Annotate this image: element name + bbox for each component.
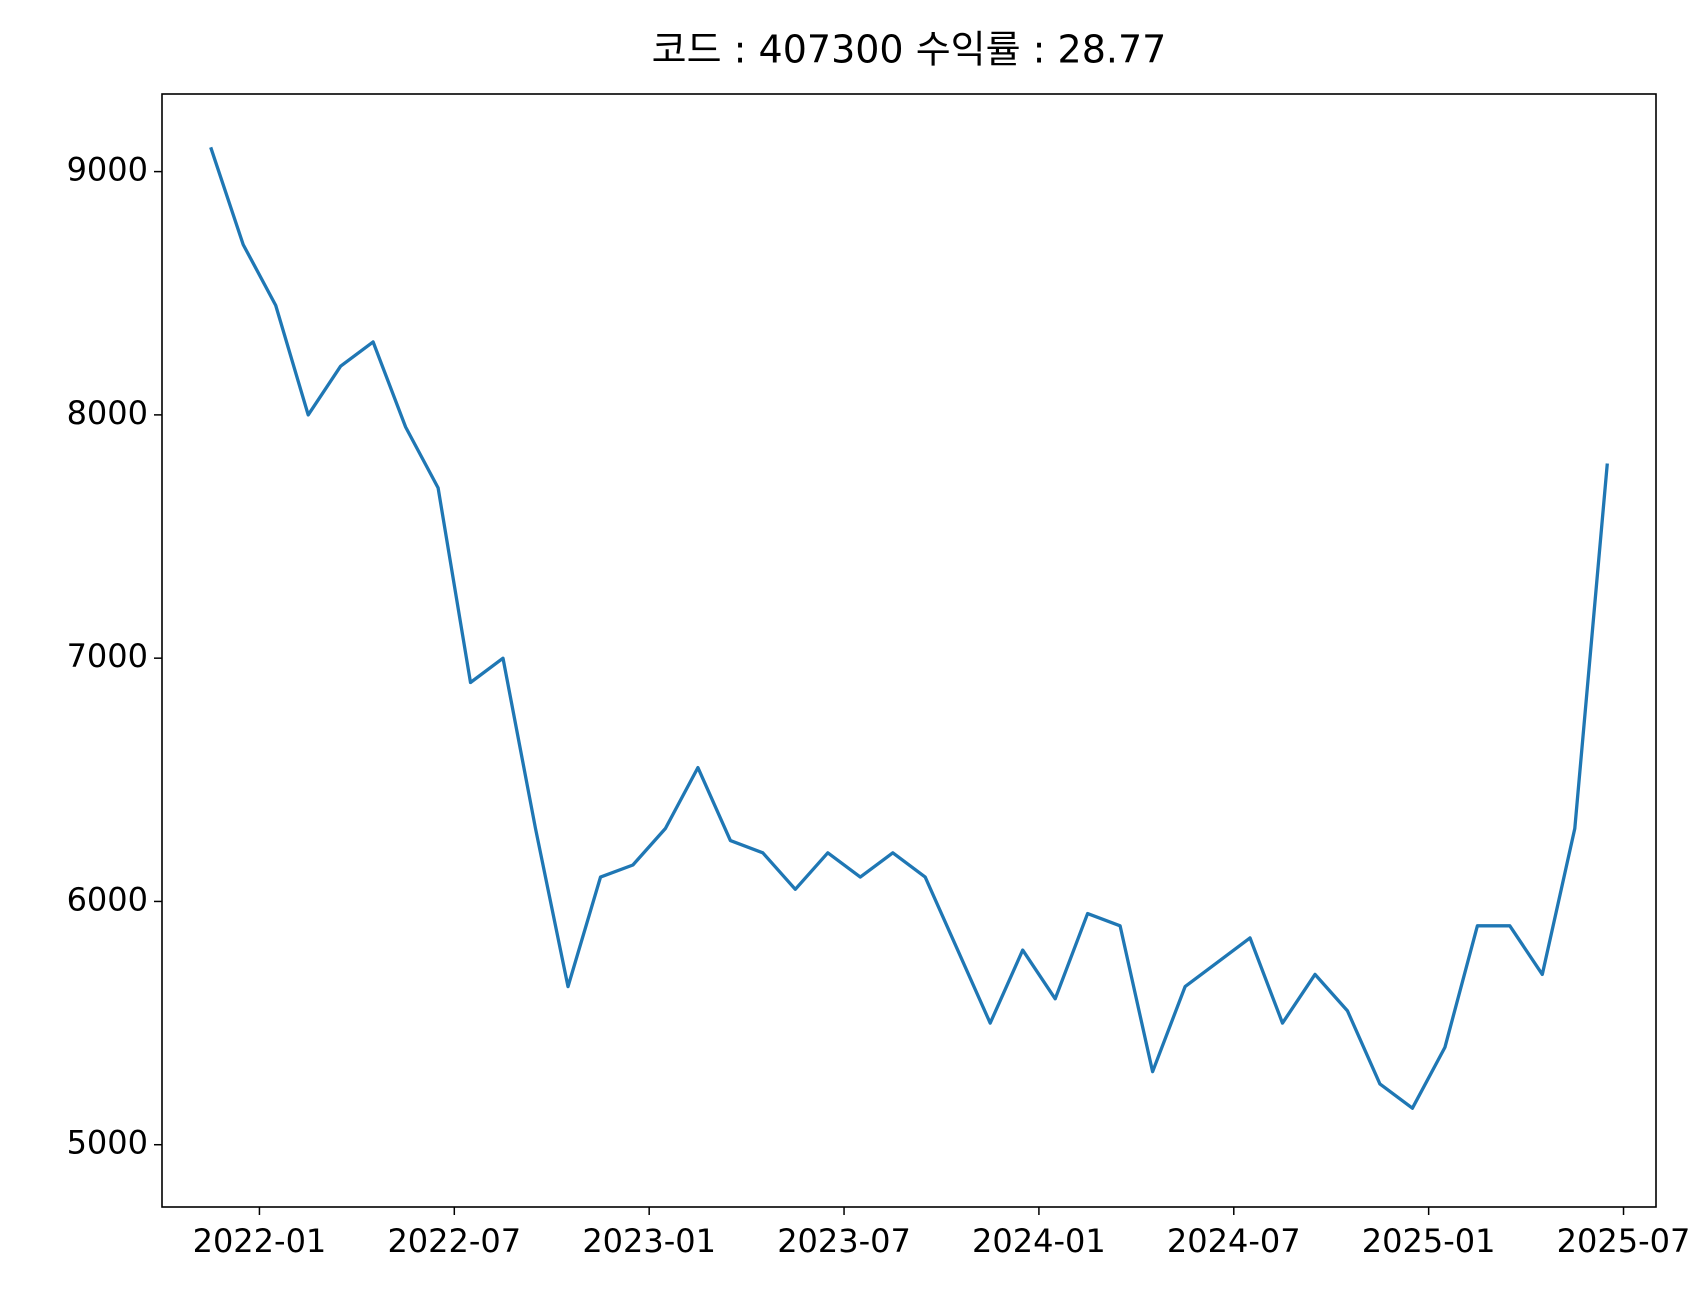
plot-frame [161, 93, 1657, 1208]
y-tick-label: 7000 [67, 637, 148, 675]
y-tick-label: 5000 [67, 1124, 148, 1162]
y-tick-label: 8000 [67, 394, 148, 432]
x-tick-label: 2023-01 [582, 1222, 716, 1260]
y-tick-label: 9000 [67, 151, 148, 189]
x-tick-label: 2022-07 [387, 1222, 521, 1260]
chart-title: 코드 : 407300 수익률 : 28.77 [652, 28, 1167, 72]
x-tick-label: 2022-01 [193, 1222, 327, 1260]
x-tick-label: 2023-07 [777, 1222, 911, 1260]
x-tick-label: 2024-07 [1167, 1222, 1301, 1260]
x-tick-label: 2025-07 [1557, 1222, 1691, 1260]
line-series [209, 146, 1609, 1110]
y-tick-label: 6000 [67, 880, 148, 918]
x-tick-label: 2024-01 [972, 1222, 1106, 1260]
x-tick-label: 2025-01 [1362, 1222, 1496, 1260]
